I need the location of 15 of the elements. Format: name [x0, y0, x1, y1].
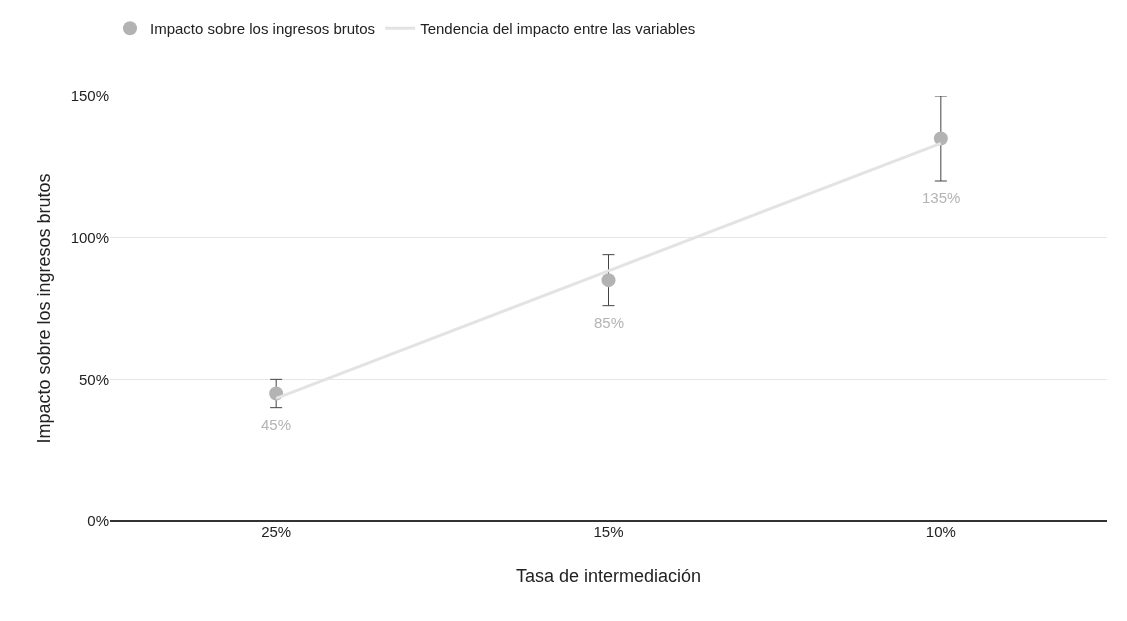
- data-label: 45%: [261, 416, 292, 433]
- x-tick-label: 10%: [925, 523, 956, 540]
- data-label: 135%: [922, 189, 961, 206]
- y-tick-label: 100%: [70, 228, 109, 246]
- legend-label: Tendencia del impacto entre las variables: [420, 20, 696, 38]
- y-tick-label: 50%: [78, 370, 109, 388]
- x-tick-label: 25%: [261, 523, 292, 540]
- y-tick-label: 150%: [70, 87, 109, 105]
- x-axis-title: Tasa de intermediación: [515, 566, 702, 587]
- legend-label: Impacto sobre los ingresos brutos: [150, 20, 376, 38]
- data-label: 85%: [594, 314, 625, 331]
- y-tick-label: 0%: [87, 512, 109, 530]
- y-axis-title: Impacto sobre los ingresos brutos: [33, 173, 54, 444]
- point: [601, 273, 616, 288]
- x-tick-label: 15%: [593, 523, 624, 540]
